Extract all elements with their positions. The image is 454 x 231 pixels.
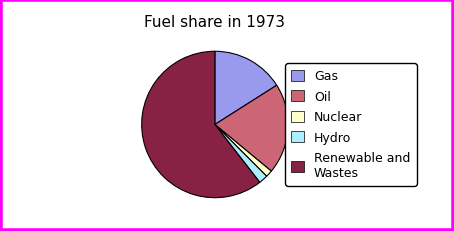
- Wedge shape: [215, 125, 266, 182]
- Wedge shape: [215, 52, 276, 125]
- Legend: Gas, Oil, Nuclear, Hydro, Renewable and
Wastes: Gas, Oil, Nuclear, Hydro, Renewable and …: [285, 64, 417, 186]
- Wedge shape: [215, 86, 288, 171]
- Title: Fuel share in 1973: Fuel share in 1973: [144, 15, 286, 30]
- Wedge shape: [215, 125, 271, 176]
- Wedge shape: [142, 52, 260, 198]
